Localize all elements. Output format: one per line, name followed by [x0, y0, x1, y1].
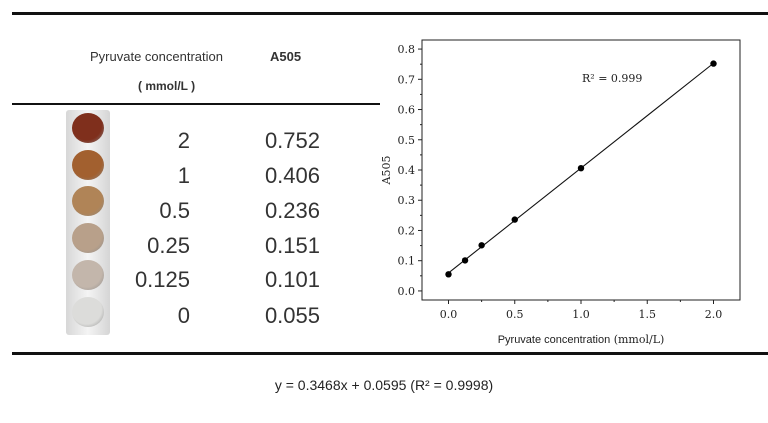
- table-cell-absorbance: 0.752: [264, 128, 320, 153]
- sample-well: [72, 113, 104, 143]
- sample-well: [72, 186, 104, 216]
- y-tick-label: 0.8: [398, 43, 416, 56]
- data-point: [478, 242, 485, 249]
- table-cell-absorbance: 0.055: [264, 303, 320, 328]
- data-point: [445, 271, 452, 278]
- header-concentration: Pyruvate concentration: [90, 49, 223, 64]
- y-tick-label: 0.1: [398, 255, 416, 268]
- calibration-chart: 0.0 0.1 0.2 0.3 0.4 0.5 0.6 0.7 0.8 0.0 0.5 1.0 1.5 2…: [380, 39, 741, 346]
- table-cell-concentration: 0.25: [147, 233, 190, 258]
- table-cell-concentration: 0.5: [159, 198, 190, 223]
- y-tick-label: 0.4: [398, 164, 416, 177]
- r-squared-annotation: R² = 0.999: [582, 72, 642, 85]
- table-cell-concentration: 0: [177, 303, 190, 328]
- table-cell-concentration: 1: [177, 163, 190, 188]
- y-tick-label: 0.7: [398, 73, 416, 86]
- x-axis-label-unit: (mmol/L): [614, 333, 665, 346]
- header-absorbance: A505: [270, 49, 302, 64]
- well-strip-photo: [66, 110, 110, 335]
- x-tick-label: 2.0: [705, 308, 723, 321]
- table-cell-concentration: 2: [177, 128, 190, 153]
- data-point: [710, 60, 717, 67]
- y-tick-label: 0.3: [398, 194, 416, 207]
- x-axis-label: Pyruvate concentration (mmol/L): [498, 333, 665, 346]
- y-tick-label: 0.5: [398, 134, 416, 147]
- sample-well: [72, 223, 104, 253]
- y-tick-label: 0.0: [398, 285, 416, 298]
- table-cell-absorbance: 0.101: [264, 267, 320, 292]
- data-point: [461, 257, 469, 264]
- x-tick-label: 1.0: [572, 308, 590, 321]
- sample-well: [72, 150, 104, 180]
- table-cell-absorbance: 0.236: [264, 198, 320, 223]
- x-tick-label: 0.5: [506, 308, 524, 321]
- header-unit: ( mmol/L ): [138, 79, 196, 93]
- sample-well: [72, 260, 104, 290]
- x-tick-label: 1.5: [639, 308, 657, 321]
- table-cell-concentration: 0.125: [134, 267, 190, 292]
- table-cell-absorbance: 0.406: [264, 163, 320, 188]
- bottom-rule: [12, 352, 768, 355]
- table-header-rule: [12, 103, 380, 105]
- x-tick-label: 0.0: [440, 308, 458, 321]
- regression-equation: y = 0.3468x + 0.0595 (R² = 0.9998): [274, 377, 494, 393]
- y-axis-label: A505: [380, 156, 393, 186]
- x-axis-label-text: Pyruvate concentration: [498, 334, 611, 346]
- top-rule: [12, 12, 768, 15]
- y-tick-label: 0.6: [398, 104, 416, 117]
- sample-well: [72, 297, 104, 327]
- table-cell-absorbance: 0.151: [264, 233, 320, 258]
- y-tick-label: 0.2: [398, 224, 416, 237]
- data-point: [511, 216, 518, 223]
- data-point: [577, 164, 585, 172]
